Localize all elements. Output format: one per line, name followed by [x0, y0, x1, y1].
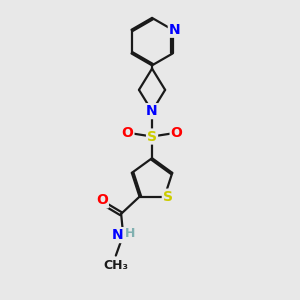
Text: O: O — [96, 193, 108, 207]
Text: O: O — [122, 126, 134, 140]
Text: H: H — [125, 227, 136, 240]
Text: S: S — [163, 190, 173, 204]
Text: N: N — [169, 23, 180, 37]
Text: N: N — [146, 104, 158, 118]
Text: CH₃: CH₃ — [103, 259, 128, 272]
Text: N: N — [112, 228, 124, 242]
Text: O: O — [171, 126, 182, 140]
Text: S: S — [147, 130, 157, 143]
